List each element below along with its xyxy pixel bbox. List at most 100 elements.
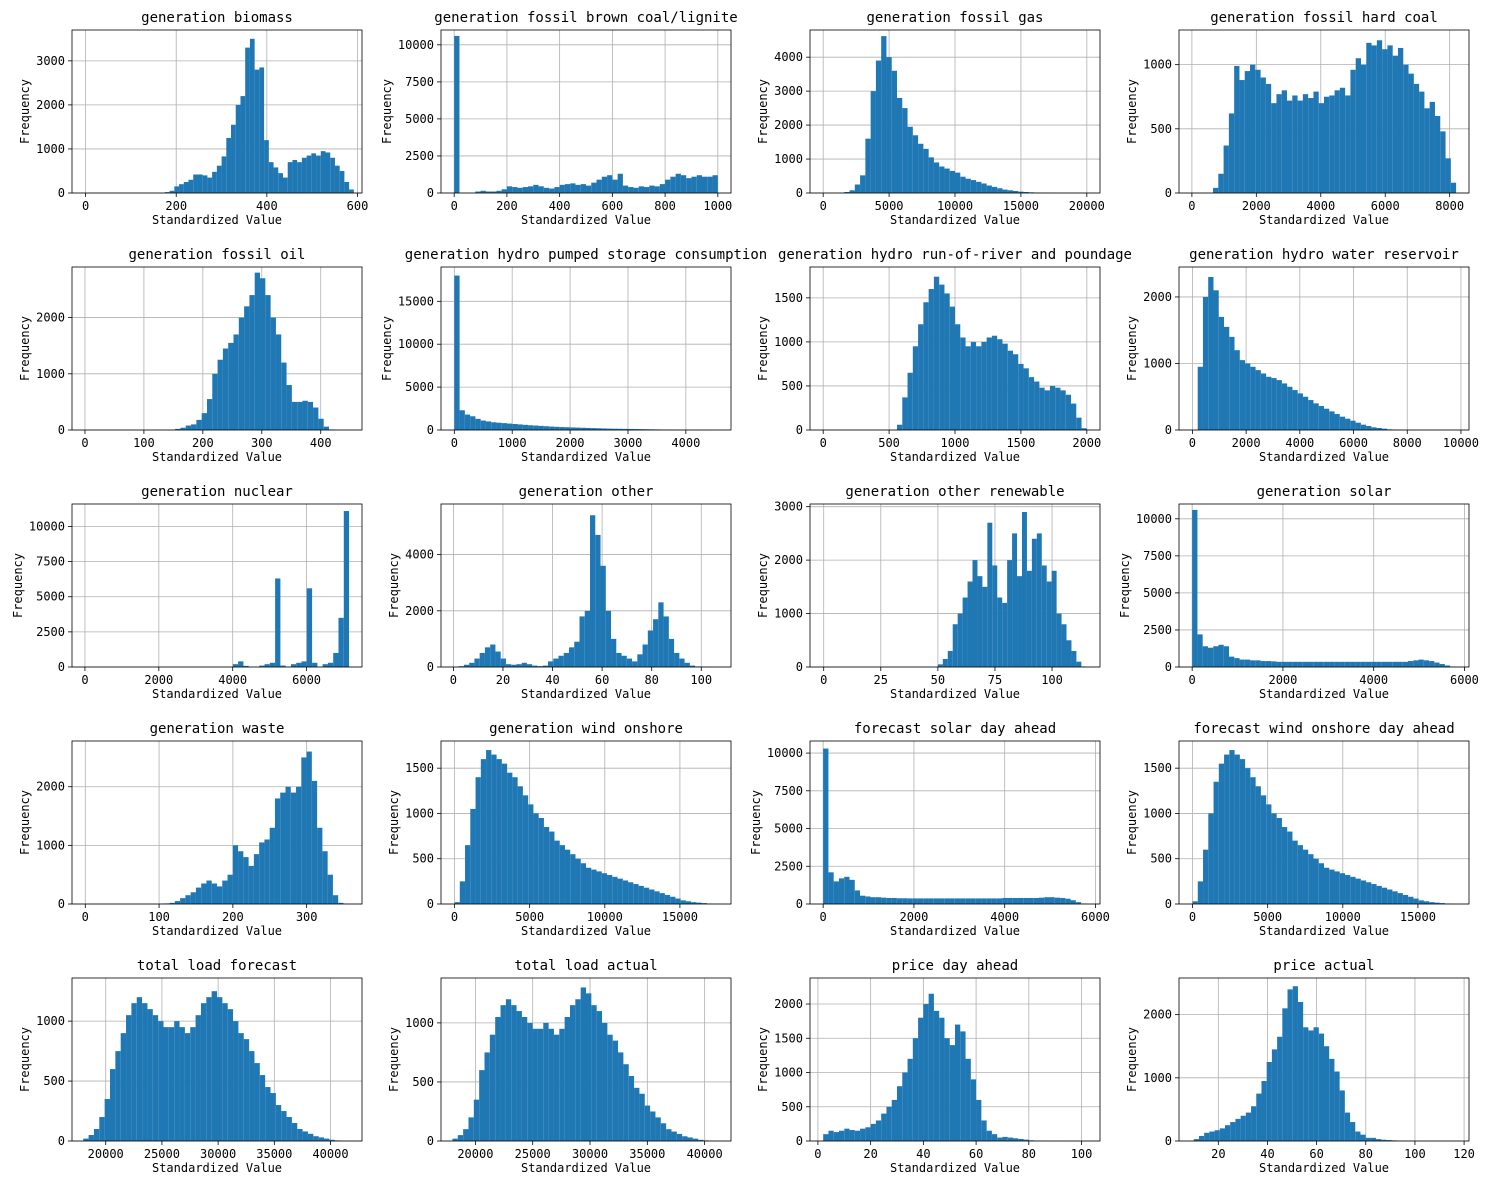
x-axis-label: Standardized Value xyxy=(1259,450,1389,464)
histogram-bar xyxy=(201,883,207,904)
histogram-bar xyxy=(1223,145,1229,193)
y-tick-label: 1000 xyxy=(1143,1071,1172,1085)
histogram-bar xyxy=(687,1137,693,1141)
x-tick-label: 40 xyxy=(916,1147,930,1161)
axes-frame xyxy=(440,503,732,668)
histogram-bar xyxy=(860,895,866,904)
histogram-bar xyxy=(1244,71,1251,193)
histogram-bar xyxy=(991,186,998,193)
histogram-bar xyxy=(654,891,660,904)
histogram-bar xyxy=(612,1040,619,1141)
histogram-bar xyxy=(1408,896,1414,904)
histogram-bar xyxy=(617,428,623,430)
subplot: 0 1000 2000 3000 4000 0 5000 10000 15000 generati… xyxy=(380,247,767,464)
histogram-bar xyxy=(660,1123,667,1141)
x-tick-label: 0 xyxy=(451,910,458,924)
histogram-bar xyxy=(1260,373,1267,430)
histogram-bar xyxy=(617,878,623,904)
histogram-bar xyxy=(833,881,839,904)
x-axis-label: Standardized Value xyxy=(1259,213,1389,227)
histogram-bar xyxy=(1339,87,1346,193)
histogram-bar xyxy=(522,424,529,430)
histogram-bar xyxy=(1313,91,1319,193)
histogram-bar xyxy=(1041,565,1047,667)
histogram-bar xyxy=(329,1139,335,1141)
subplot-title: price day ahead xyxy=(892,958,1018,974)
y-tick-label: 10000 xyxy=(29,519,65,533)
histogram-bar xyxy=(564,184,571,193)
histogram-bar xyxy=(698,1139,704,1141)
x-tick-label: 200 xyxy=(192,436,214,450)
histogram-bar xyxy=(642,644,648,667)
histogram-bar xyxy=(496,422,502,430)
histogram-bar xyxy=(960,337,966,430)
histogram-bar xyxy=(1234,754,1240,904)
histogram-bar xyxy=(1402,661,1409,667)
histogram-bar xyxy=(327,874,333,904)
histogram-bar xyxy=(1439,664,1445,667)
histogram-bar xyxy=(875,60,882,193)
histogram-bar xyxy=(659,893,665,904)
histogram-bar xyxy=(1271,103,1277,193)
histogram-bar xyxy=(93,1129,100,1141)
histogram-bar xyxy=(564,849,571,904)
histogram-bar xyxy=(1007,897,1013,904)
histogram-bar xyxy=(1350,1122,1356,1141)
histogram-bar xyxy=(928,993,934,1141)
histogram-bar xyxy=(1049,897,1055,904)
histogram-bar xyxy=(987,522,993,667)
histogram-bar xyxy=(1224,754,1230,904)
x-tick-label: 2000 xyxy=(1268,673,1297,687)
x-axis-label: Standardized Value xyxy=(1259,924,1389,938)
y-tick-label: 2000 xyxy=(36,780,65,794)
histogram-bar xyxy=(212,171,217,193)
x-tick-label: 10000 xyxy=(937,199,973,213)
histogram-bar xyxy=(1323,661,1330,667)
histogram-bar xyxy=(891,1099,897,1141)
histogram-bar xyxy=(532,1028,538,1141)
subplot: 0 2000 4000 6000 0 2500 5000 7500 10000 forecast … xyxy=(749,721,1110,938)
histogram-bar xyxy=(296,662,302,667)
histogram-bar xyxy=(1376,428,1382,430)
histogram-bar xyxy=(854,890,861,904)
histogram-bar xyxy=(670,896,676,904)
histogram-bar xyxy=(307,401,314,430)
histogram-bar xyxy=(633,429,639,430)
subplot: 0 5000 10000 15000 20000 0 1000 2000 3000 4000 gen… xyxy=(756,10,1105,227)
plot-area xyxy=(72,504,362,667)
histogram-bar xyxy=(1081,428,1087,430)
x-tick-label: 25000 xyxy=(515,1147,551,1161)
histogram-bar xyxy=(928,289,934,430)
histogram-bar xyxy=(517,187,523,193)
histogram-bar xyxy=(881,36,887,193)
x-tick-label: 120 xyxy=(1453,1147,1475,1161)
histogram-bar xyxy=(249,1051,255,1141)
histogram-bar xyxy=(174,901,181,904)
x-tick-label: 1500 xyxy=(1006,436,1035,450)
x-axis-label: Standardized Value xyxy=(890,450,1020,464)
histogram-bar xyxy=(254,69,260,193)
x-tick-label: 15000 xyxy=(1003,199,1039,213)
histogram-bar xyxy=(896,898,903,904)
subplot: 0 200 400 600 0 1000 2000 3000 generation biomas… xyxy=(18,10,368,227)
x-tick-label: 0 xyxy=(81,673,88,687)
histogram-bar xyxy=(463,1129,469,1141)
histogram-bar xyxy=(1450,182,1457,193)
x-tick-label: 400 xyxy=(256,199,278,213)
histogram-bar xyxy=(1203,849,1209,904)
histogram-bar xyxy=(244,306,250,430)
histogram-bar xyxy=(1360,661,1366,667)
histogram-bar xyxy=(1365,661,1372,667)
y-tick-label: 0 xyxy=(427,897,434,911)
histogram-bar xyxy=(1031,538,1037,667)
histogram-bar xyxy=(870,897,876,904)
histogram-bar xyxy=(193,174,198,193)
histogram-bar xyxy=(1324,867,1330,904)
y-tick-label: 2000 xyxy=(36,98,65,112)
histogram-bar xyxy=(175,428,181,430)
histogram-bar xyxy=(1313,1027,1319,1141)
histogram-bar xyxy=(301,157,307,193)
histogram-bar xyxy=(563,652,569,667)
histogram-bar xyxy=(511,1005,517,1141)
